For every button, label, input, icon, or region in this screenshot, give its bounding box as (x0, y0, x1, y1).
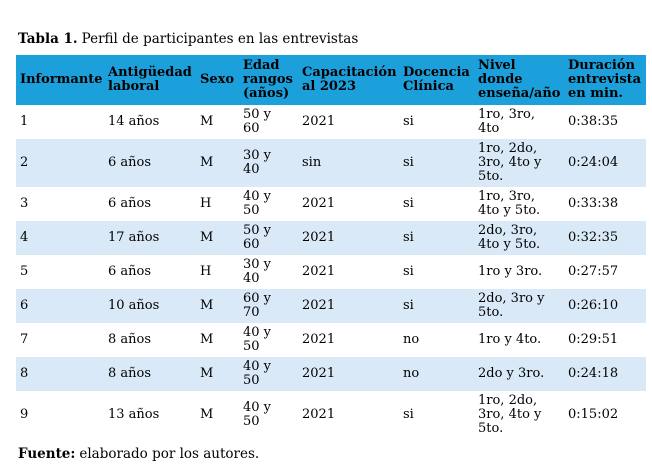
table-row: 3 6 años H 40 y 50 2021 si 1ro, 3ro, 4to… (16, 187, 646, 221)
cell-duracion: 0:38:35 (568, 114, 619, 129)
cell-duracion: 0:32:35 (568, 230, 619, 245)
header-cell-sexo: Sexo (196, 55, 239, 105)
header-cell-informante: Informante (16, 55, 104, 105)
cell-docencia: no (403, 332, 420, 347)
table-title: Tabla 1. Perfil de participantes en las e… (18, 30, 646, 48)
cell-edad: 50 y 60 (243, 223, 272, 252)
cell-antiguedad: 10 años (108, 298, 160, 313)
cell-antiguedad: 6 años (108, 155, 152, 170)
header-cell-capacitacion: Capacitación al 2023 (298, 55, 399, 105)
cell-antiguedad: 14 años (108, 114, 160, 129)
cell-sexo: M (200, 332, 214, 347)
cell-sexo: M (200, 114, 214, 129)
header-cell-nivel: Nivel donde enseña/año (474, 55, 564, 105)
cell-capacitacion: 2021 (302, 264, 336, 279)
cell-capacitacion: 2021 (302, 298, 336, 313)
header-row: Informante Antigüedad laboral Sexo Edad … (16, 55, 646, 105)
cell-docencia: si (403, 114, 414, 129)
cell-docencia: no (403, 366, 420, 381)
cell-capacitacion: 2021 (302, 114, 336, 129)
cell-duracion: 0:33:38 (568, 196, 619, 211)
cell-edad: 40 y 50 (243, 400, 272, 429)
table-title-label: Tabla 1. (18, 31, 78, 47)
source-note: Fuente: elaborado por los autores. (18, 446, 646, 463)
cell-docencia: si (403, 264, 414, 279)
table-row: 9 13 años M 40 y 50 2021 si 1ro, 2do, 3r… (16, 391, 646, 439)
cell-edad: 30 y 40 (243, 257, 272, 286)
header-cell-docencia: Docencia Clínica (399, 55, 474, 105)
cell-nivel: 1ro, 3ro, 4to y 5to. (478, 189, 541, 218)
cell-nivel: 1ro, 3ro, 4to (478, 107, 536, 136)
cell-edad: 40 y 50 (243, 359, 272, 388)
table-row: 7 8 años M 40 y 50 2021 no 1ro y 4to. 0:… (16, 323, 646, 357)
cell-capacitacion: 2021 (302, 230, 336, 245)
cell-sexo: M (200, 407, 214, 422)
header-cell-duracion: Duración entrevista en min. (564, 55, 646, 105)
cell-capacitacion: 2021 (302, 196, 336, 211)
cell-informante: 6 (20, 298, 29, 313)
cell-antiguedad: 6 años (108, 264, 152, 279)
table-row: 5 6 años H 30 y 40 2021 si 1ro y 3ro. 0:… (16, 255, 646, 289)
cell-duracion: 0:27:57 (568, 264, 619, 279)
cell-nivel: 1ro y 3ro. (478, 264, 543, 279)
cell-informante: 1 (20, 114, 29, 129)
cell-informante: 4 (20, 230, 29, 245)
cell-docencia: si (403, 298, 414, 313)
cell-duracion: 0:26:10 (568, 298, 619, 313)
participants-table: Informante Antigüedad laboral Sexo Edad … (16, 55, 646, 439)
cell-sexo: M (200, 155, 214, 170)
cell-duracion: 0:15:02 (568, 407, 619, 422)
cell-antiguedad: 8 años (108, 332, 152, 347)
cell-antiguedad: 17 años (108, 230, 160, 245)
cell-antiguedad: 8 años (108, 366, 152, 381)
cell-sexo: M (200, 298, 214, 313)
cell-edad: 40 y 50 (243, 189, 272, 218)
cell-capacitacion: 2021 (302, 332, 336, 347)
cell-docencia: si (403, 196, 414, 211)
cell-informante: 8 (20, 366, 29, 381)
source-note-text: elaborado por los autores. (79, 446, 260, 462)
cell-edad: 30 y 40 (243, 148, 272, 177)
cell-informante: 3 (20, 196, 29, 211)
cell-nivel: 1ro, 2do, 3ro, 4to y 5to. (478, 141, 542, 184)
cell-sexo: M (200, 230, 214, 245)
cell-nivel: 2do y 3ro. (478, 366, 545, 381)
cell-sexo: H (200, 196, 212, 211)
source-note-label: Fuente: (18, 446, 76, 462)
cell-edad: 40 y 50 (243, 325, 272, 354)
cell-informante: 9 (20, 407, 29, 422)
cell-nivel: 1ro, 2do, 3ro, 4to y 5to. (478, 393, 542, 436)
cell-docencia: si (403, 155, 414, 170)
cell-edad: 50 y 60 (243, 107, 272, 136)
table-title-text: Perfil de participantes en las entrevist… (81, 31, 359, 47)
cell-antiguedad: 6 años (108, 196, 152, 211)
cell-capacitacion: 2021 (302, 366, 336, 381)
table-row: 6 10 años M 60 y 70 2021 si 2do, 3ro y 5… (16, 289, 646, 323)
cell-antiguedad: 13 años (108, 407, 160, 422)
cell-duracion: 0:29:51 (568, 332, 619, 347)
table-row: 1 14 años M 50 y 60 2021 si 1ro, 3ro, 4t… (16, 105, 646, 139)
table-row: 4 17 años M 50 y 60 2021 si 2do, 3ro, 4t… (16, 221, 646, 255)
cell-sexo: H (200, 264, 212, 279)
cell-nivel: 1ro y 4to. (478, 332, 542, 347)
cell-nivel: 2do, 3ro y 5to. (478, 291, 545, 320)
cell-capacitacion: sin (302, 155, 322, 170)
cell-capacitacion: 2021 (302, 407, 336, 422)
header-cell-antiguedad: Antigüedad laboral (104, 55, 196, 105)
cell-nivel: 2do, 3ro, 4to y 5to. (478, 223, 541, 252)
cell-duracion: 0:24:04 (568, 155, 619, 170)
cell-docencia: si (403, 407, 414, 422)
cell-duracion: 0:24:18 (568, 366, 619, 381)
cell-informante: 2 (20, 155, 29, 170)
cell-sexo: M (200, 366, 214, 381)
cell-edad: 60 y 70 (243, 291, 272, 320)
table-row: 2 6 años M 30 y 40 sin si 1ro, 2do, 3ro,… (16, 139, 646, 187)
table-row: 8 8 años M 40 y 50 2021 no 2do y 3ro. 0:… (16, 357, 646, 391)
cell-docencia: si (403, 230, 414, 245)
header-cell-edad: Edad rangos (años) (239, 55, 298, 105)
cell-informante: 7 (20, 332, 29, 347)
cell-informante: 5 (20, 264, 29, 279)
